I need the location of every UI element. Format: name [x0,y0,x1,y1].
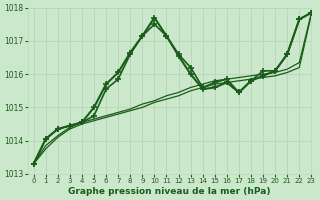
X-axis label: Graphe pression niveau de la mer (hPa): Graphe pression niveau de la mer (hPa) [68,187,271,196]
